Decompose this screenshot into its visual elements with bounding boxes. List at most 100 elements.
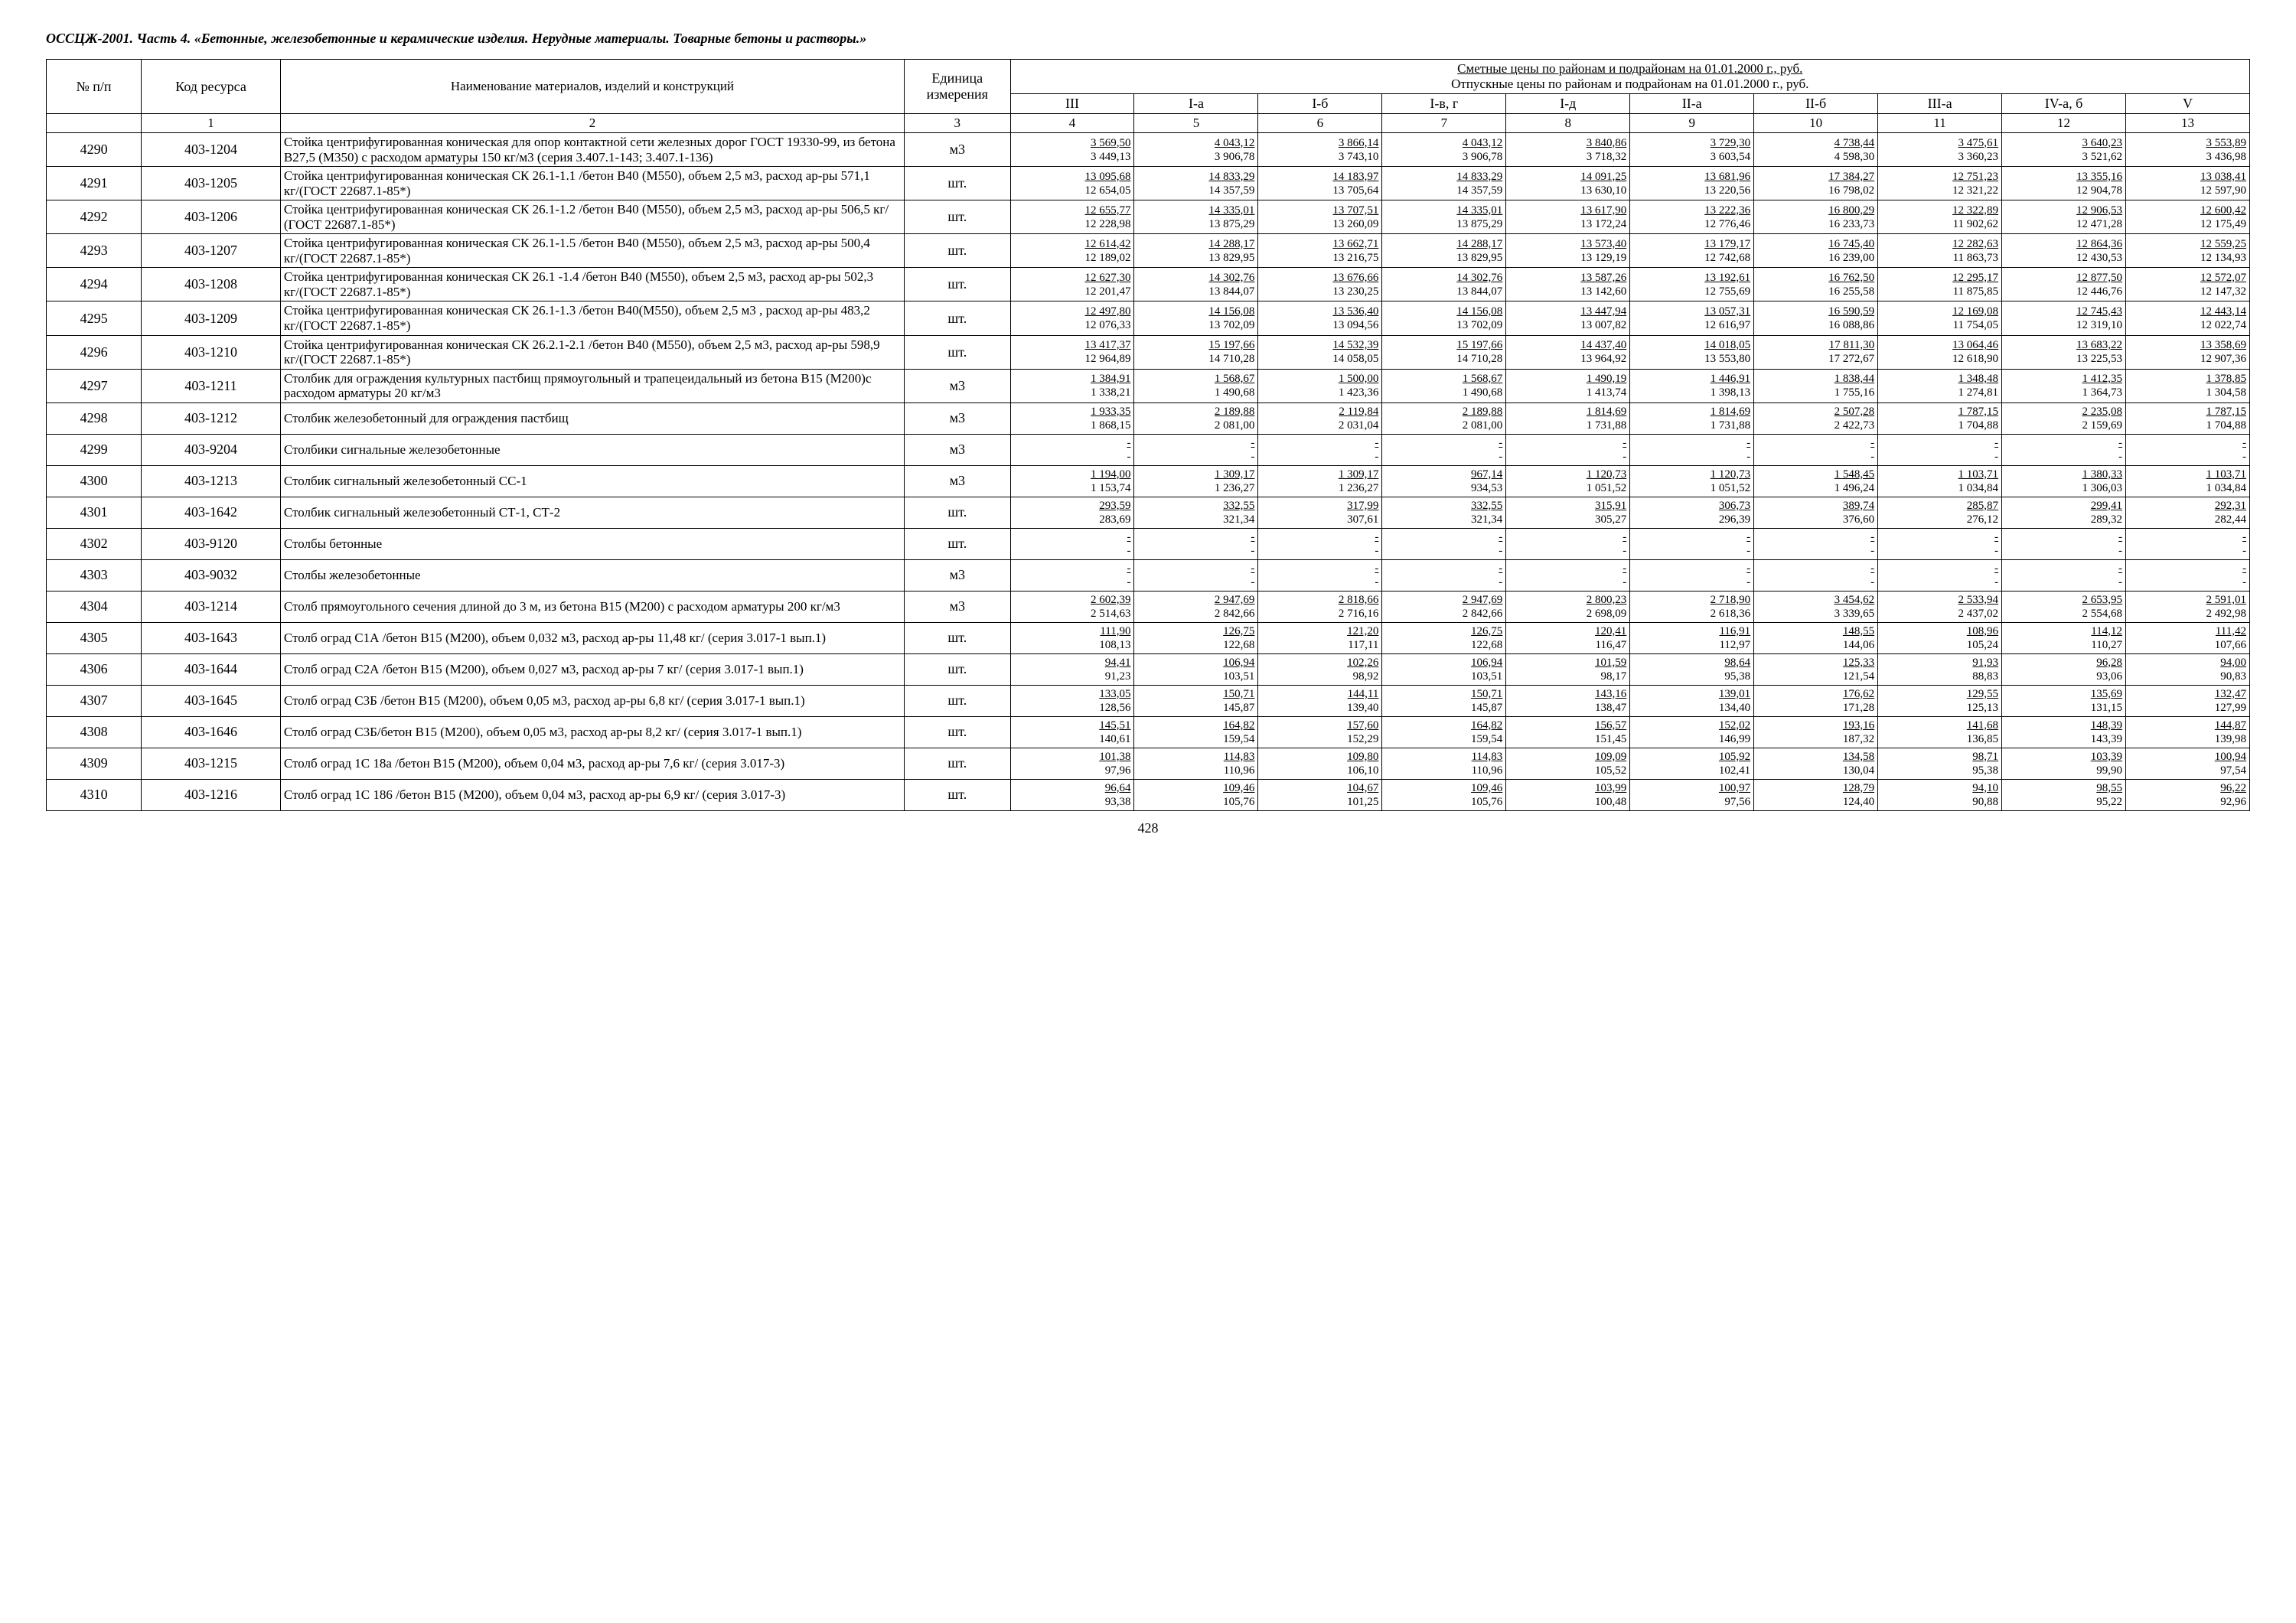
table-row: 4304403-1214Столб прямоугольного сечения… bbox=[47, 591, 2250, 622]
cell-name: Стойка центрифугированная коническая СК … bbox=[280, 301, 904, 335]
cell-price: 14 833,2914 357,59 bbox=[1134, 167, 1258, 200]
header-region-9: V bbox=[2125, 94, 2249, 114]
cell-price: 148,39143,39 bbox=[2002, 716, 2126, 748]
cell-price: 293,59283,69 bbox=[1010, 497, 1134, 528]
cell-price: 100,9497,54 bbox=[2125, 748, 2249, 779]
cell-price: 105,92102,41 bbox=[1630, 748, 1754, 779]
cell-price: 1 814,691 731,88 bbox=[1630, 402, 1754, 434]
cell-price: 98,7195,38 bbox=[1878, 748, 2002, 779]
cell-unit: м3 bbox=[905, 434, 1011, 465]
cell-code: 403-1644 bbox=[142, 653, 281, 685]
cell-price: 14 302,7613 844,07 bbox=[1382, 268, 1506, 301]
cell-price: 1 568,671 490,68 bbox=[1382, 369, 1506, 402]
cell-num: 4299 bbox=[47, 434, 142, 465]
cell-price: 13 617,9013 172,24 bbox=[1506, 200, 1630, 234]
cell-price: 3 475,613 360,23 bbox=[1878, 133, 2002, 167]
cell-name: Столб оград 1С 18а /бетон В15 (М200), об… bbox=[280, 748, 904, 779]
table-row: 4296403-1210Стойка центрифугированная ко… bbox=[47, 335, 2250, 369]
numrow-cell: 3 bbox=[905, 114, 1011, 133]
cell-code: 403-1642 bbox=[142, 497, 281, 528]
cell-price: 108,96105,24 bbox=[1878, 622, 2002, 653]
cell-price: 1 787,151 704,88 bbox=[1878, 402, 2002, 434]
cell-price: 16 745,4016 239,00 bbox=[1754, 234, 1878, 268]
cell-price: 14 302,7613 844,07 bbox=[1134, 268, 1258, 301]
cell-name: Столб оград С3Б/бетон В15 (М200), объем … bbox=[280, 716, 904, 748]
table-row: 4309403-1215Столб оград 1С 18а /бетон В1… bbox=[47, 748, 2250, 779]
cell-price: -- bbox=[1010, 528, 1134, 559]
cell-price: 1 103,711 034,84 bbox=[1878, 465, 2002, 497]
header-region-6: II-б bbox=[1754, 94, 1878, 114]
cell-price: 13 587,2613 142,60 bbox=[1506, 268, 1630, 301]
cell-name: Столб оград С1А /бетон В15 (М200), объем… bbox=[280, 622, 904, 653]
cell-price: 106,94103,51 bbox=[1382, 653, 1506, 685]
table-row: 4303403-9032Столбы железобетонныем3-----… bbox=[47, 559, 2250, 591]
cell-price: 12 443,1412 022,74 bbox=[2125, 301, 2249, 335]
cell-price: 193,16187,32 bbox=[1754, 716, 1878, 748]
cell-price: -- bbox=[1258, 559, 1382, 591]
cell-unit: м3 bbox=[905, 559, 1011, 591]
cell-price: 1 348,481 274,81 bbox=[1878, 369, 2002, 402]
cell-price: 144,11139,40 bbox=[1258, 685, 1382, 716]
cell-price: 111,42107,66 bbox=[2125, 622, 2249, 653]
cell-price: 13 192,6112 755,69 bbox=[1630, 268, 1754, 301]
cell-name: Стойка центрифугированная коническая для… bbox=[280, 133, 904, 167]
cell-price: 145,51140,61 bbox=[1010, 716, 1134, 748]
cell-price: 2 602,392 514,63 bbox=[1010, 591, 1134, 622]
cell-price: 14 335,0113 875,29 bbox=[1134, 200, 1258, 234]
cell-price: -- bbox=[1134, 559, 1258, 591]
cell-price: -- bbox=[1382, 528, 1506, 559]
cell-price: 3 569,503 449,13 bbox=[1010, 133, 1134, 167]
cell-price: 94,0090,83 bbox=[2125, 653, 2249, 685]
cell-name: Столбик для ограждения культурных пастби… bbox=[280, 369, 904, 402]
cell-price: 96,2893,06 bbox=[2002, 653, 2126, 685]
cell-price: 1 814,691 731,88 bbox=[1506, 402, 1630, 434]
cell-unit: шт. bbox=[905, 748, 1011, 779]
cell-code: 403-1209 bbox=[142, 301, 281, 335]
cell-price: 14 335,0113 875,29 bbox=[1382, 200, 1506, 234]
cell-price: 13 417,3712 964,89 bbox=[1010, 335, 1134, 369]
cell-price: 96,2292,96 bbox=[2125, 779, 2249, 810]
cell-price: 14 288,1713 829,95 bbox=[1382, 234, 1506, 268]
cell-num: 4302 bbox=[47, 528, 142, 559]
cell-name: Стойка центрифугированная коническая СК … bbox=[280, 167, 904, 200]
cell-unit: шт. bbox=[905, 268, 1011, 301]
cell-price: 389,74376,60 bbox=[1754, 497, 1878, 528]
cell-price: 2 653,952 554,68 bbox=[2002, 591, 2126, 622]
header-region-2: I-б bbox=[1258, 94, 1382, 114]
header-region-5: II-а bbox=[1630, 94, 1754, 114]
cell-price: 12 559,2512 134,93 bbox=[2125, 234, 2249, 268]
cell-code: 403-1205 bbox=[142, 167, 281, 200]
cell-price: -- bbox=[2002, 528, 2126, 559]
cell-price: 17 384,2716 798,02 bbox=[1754, 167, 1878, 200]
cell-price: 3 729,303 603,54 bbox=[1630, 133, 1754, 167]
header-region-8: IV-а, б bbox=[2002, 94, 2126, 114]
cell-unit: м3 bbox=[905, 465, 1011, 497]
cell-num: 4296 bbox=[47, 335, 142, 369]
cell-num: 4306 bbox=[47, 653, 142, 685]
cell-price: 14 288,1713 829,95 bbox=[1134, 234, 1258, 268]
table-row: 4295403-1209Стойка центрифугированная ко… bbox=[47, 301, 2250, 335]
cell-price: 1 309,171 236,27 bbox=[1134, 465, 1258, 497]
cell-num: 4294 bbox=[47, 268, 142, 301]
cell-price: 126,75122,68 bbox=[1382, 622, 1506, 653]
cell-price: 14 156,0813 702,09 bbox=[1382, 301, 1506, 335]
cell-name: Столбы железобетонные bbox=[280, 559, 904, 591]
cell-price: 94,1090,88 bbox=[1878, 779, 2002, 810]
cell-price: 2 591,012 492,98 bbox=[2125, 591, 2249, 622]
cell-price: -- bbox=[1506, 559, 1630, 591]
cell-code: 403-1645 bbox=[142, 685, 281, 716]
cell-price: 135,69131,15 bbox=[2002, 685, 2126, 716]
cell-num: 4307 bbox=[47, 685, 142, 716]
cell-name: Стойка центрифугированная коническая СК … bbox=[280, 335, 904, 369]
cell-price: 98,5595,22 bbox=[2002, 779, 2126, 810]
table-row: 4310403-1216Столб оград 1С 186 /бетон В1… bbox=[47, 779, 2250, 810]
cell-code: 403-1216 bbox=[142, 779, 281, 810]
numrow-cell: 4 bbox=[1010, 114, 1134, 133]
cell-price: 102,2698,92 bbox=[1258, 653, 1382, 685]
cell-unit: шт. bbox=[905, 301, 1011, 335]
cell-price: 4 043,123 906,78 bbox=[1382, 133, 1506, 167]
cell-name: Столб прямоугольного сечения длиной до 3… bbox=[280, 591, 904, 622]
cell-price: 14 183,9713 705,64 bbox=[1258, 167, 1382, 200]
cell-price: 109,46105,76 bbox=[1134, 779, 1258, 810]
cell-unit: шт. bbox=[905, 234, 1011, 268]
